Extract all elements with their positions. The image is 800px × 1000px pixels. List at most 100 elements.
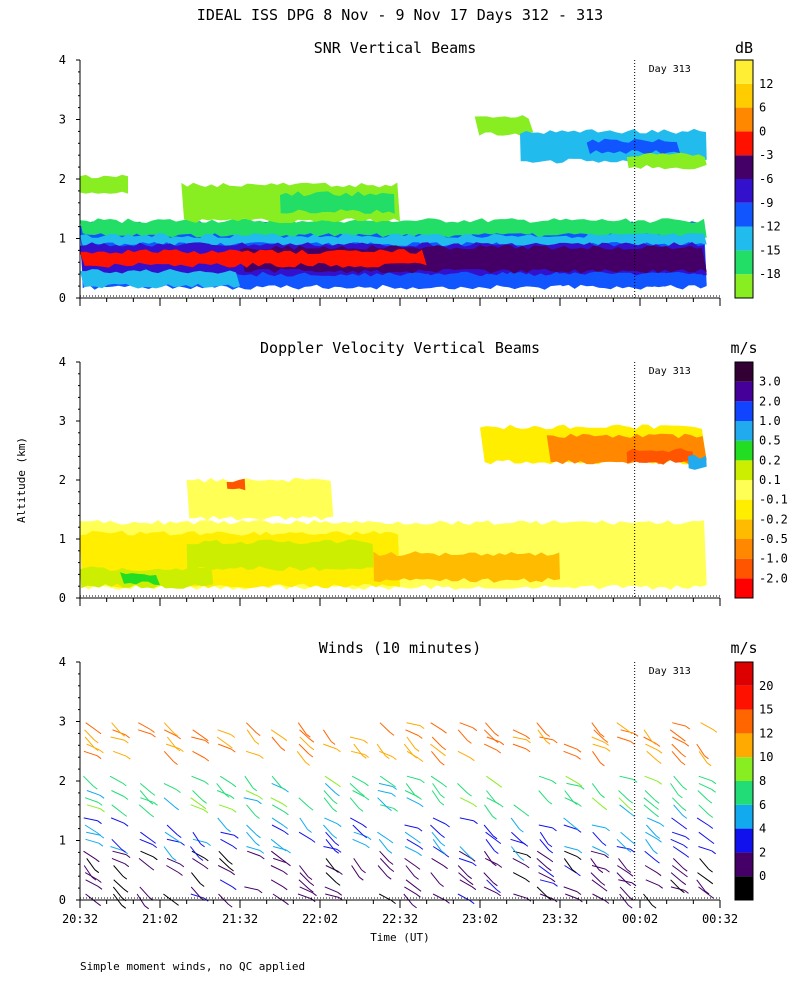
wind-barb-flag bbox=[232, 845, 238, 850]
wind-barb-flag bbox=[283, 825, 288, 829]
wind-barb-flag bbox=[651, 741, 657, 745]
wind-barb-flag bbox=[337, 891, 343, 896]
wind-barb-flag bbox=[418, 758, 424, 762]
x-tick-label: 23:02 bbox=[462, 912, 498, 926]
wind-barb bbox=[431, 750, 441, 763]
wind-barb bbox=[671, 743, 683, 755]
wind-barb-flag bbox=[388, 839, 394, 844]
wind-barb-flag bbox=[630, 840, 636, 845]
wind-barb-flag bbox=[414, 794, 419, 798]
wind-barb bbox=[403, 893, 413, 906]
wind-barb bbox=[139, 838, 153, 846]
wind-barb-flag bbox=[283, 871, 288, 875]
wind-barb-flag bbox=[153, 801, 158, 806]
wind-barb bbox=[379, 850, 390, 862]
wind-barb bbox=[322, 729, 332, 742]
colorbar-label: 0.1 bbox=[759, 473, 781, 487]
wind-barb bbox=[246, 824, 257, 836]
wind-barb bbox=[484, 804, 493, 817]
wind-barb bbox=[273, 857, 287, 864]
y-tick-label: 3 bbox=[59, 113, 66, 127]
wind-barb bbox=[406, 797, 420, 805]
wind-barb-flag bbox=[336, 783, 341, 788]
wind-barb-flag bbox=[231, 783, 237, 788]
wind-barb bbox=[430, 743, 442, 754]
wind-barb bbox=[590, 850, 605, 856]
wind-barb bbox=[217, 729, 231, 735]
wind-barb-flag bbox=[228, 861, 233, 865]
wind-barb bbox=[537, 729, 547, 742]
wind-barb bbox=[646, 817, 661, 824]
wind-barb bbox=[643, 729, 653, 742]
wind-barb-flag bbox=[604, 742, 609, 746]
colorbar-swatch bbox=[735, 733, 753, 758]
wind-barb bbox=[645, 743, 659, 751]
wind-barb-flag bbox=[126, 755, 131, 760]
wind-barb-flag bbox=[124, 739, 129, 744]
wind-barb-flag bbox=[252, 787, 258, 792]
wind-barb-flag bbox=[600, 762, 605, 767]
wind-barb-flag bbox=[605, 747, 611, 752]
wind-barb bbox=[85, 879, 99, 887]
wind-barb-flag bbox=[204, 757, 210, 762]
wind-barb-flag bbox=[389, 868, 395, 872]
colorbar-label: 12 bbox=[759, 77, 773, 91]
wind-barb-flag bbox=[334, 869, 339, 873]
wind-barb-flag bbox=[393, 807, 398, 812]
wind-barb bbox=[483, 850, 493, 864]
colorbar-swatch bbox=[735, 421, 753, 441]
wind-barb bbox=[140, 831, 152, 841]
wind-barb-flag bbox=[308, 806, 314, 811]
wind-barb-flag bbox=[685, 836, 690, 840]
snr-colorbar-unit: dB bbox=[735, 39, 753, 57]
wind-barb bbox=[592, 846, 606, 853]
wind-barb bbox=[566, 782, 581, 787]
wind-barb bbox=[619, 804, 631, 814]
wind-barb bbox=[166, 736, 177, 749]
wind-barb bbox=[86, 804, 101, 810]
wind-barb-flag bbox=[93, 785, 98, 790]
wind-barb bbox=[379, 722, 391, 733]
wind-barb bbox=[431, 831, 442, 844]
wind-barb bbox=[378, 838, 389, 851]
wind-barb bbox=[138, 804, 151, 815]
colorbar-swatch bbox=[735, 876, 753, 900]
wind-barb-flag bbox=[653, 850, 658, 855]
wind-barb-flag bbox=[259, 755, 264, 759]
x-tick-label: 00:02 bbox=[622, 912, 658, 926]
wind-barb-flag bbox=[231, 748, 236, 753]
wind-barb-flag bbox=[439, 761, 445, 766]
wind-barb-flag bbox=[330, 741, 336, 745]
wind-barb bbox=[271, 736, 282, 749]
field-layer-8 bbox=[80, 174, 128, 194]
wind-barb bbox=[511, 831, 522, 843]
wind-barb-flag bbox=[469, 856, 474, 860]
winds-plot-area: 0 1 2 3 4 20:32 21:02 21:32 22:02 22:32 23:02 23:32… bbox=[59, 655, 738, 926]
colorbar-label: 0.2 bbox=[759, 453, 781, 467]
wind-barb-flag bbox=[176, 735, 181, 740]
wind-barb-flag bbox=[576, 755, 581, 760]
colorbar-swatch bbox=[735, 250, 753, 275]
wind-barb bbox=[324, 817, 338, 825]
wind-barb bbox=[166, 857, 181, 865]
wind-barb bbox=[405, 879, 418, 889]
wind-barb-flag bbox=[151, 733, 156, 738]
wind-barb bbox=[513, 804, 526, 814]
wind-barb-flag bbox=[682, 867, 688, 872]
wind-barb bbox=[83, 817, 98, 822]
wind-barb bbox=[459, 817, 474, 822]
wind-barb bbox=[379, 750, 393, 758]
wind-barb-flag bbox=[259, 850, 265, 854]
wind-barb-flag bbox=[121, 848, 126, 853]
field-layer-5 bbox=[80, 269, 240, 289]
wind-barb-flag bbox=[499, 741, 505, 746]
colorbar-label: 1.0 bbox=[759, 414, 781, 428]
wind-barb bbox=[349, 783, 361, 794]
colorbar-label: -9 bbox=[759, 196, 773, 210]
wind-barb-flag bbox=[496, 892, 502, 897]
wind-barb bbox=[563, 886, 578, 893]
wind-barb-flag bbox=[202, 799, 207, 804]
wind-barb bbox=[590, 872, 602, 883]
wind-barb bbox=[698, 775, 713, 782]
wind-barb-flag bbox=[657, 749, 663, 754]
